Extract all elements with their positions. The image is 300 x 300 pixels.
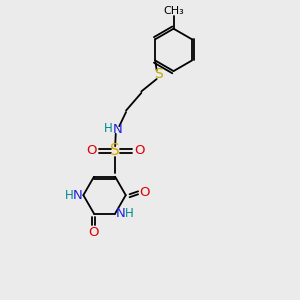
Text: H: H	[125, 207, 134, 220]
Text: H: H	[65, 189, 74, 202]
Text: N: N	[112, 123, 122, 136]
Text: N: N	[116, 207, 126, 220]
Text: H: H	[104, 122, 113, 135]
Text: O: O	[89, 226, 99, 238]
Text: S: S	[110, 143, 120, 158]
Text: N: N	[73, 189, 82, 202]
Text: O: O	[86, 144, 97, 158]
Text: S: S	[154, 67, 163, 81]
Text: CH₃: CH₃	[163, 6, 184, 16]
Text: O: O	[134, 144, 144, 158]
Text: O: O	[140, 186, 150, 199]
